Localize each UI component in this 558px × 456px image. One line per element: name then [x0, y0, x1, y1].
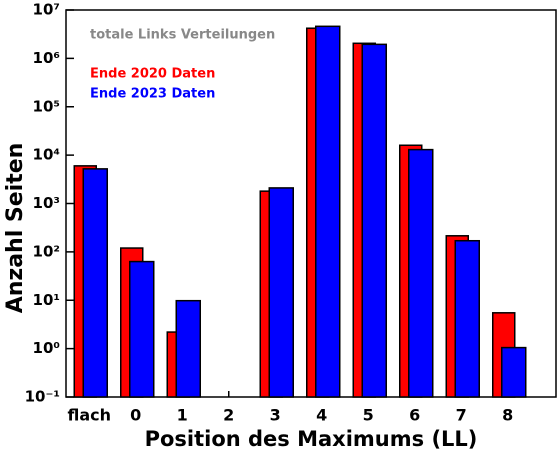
y-tick-label: 10⁷	[33, 1, 60, 19]
x-tick-label: 8	[502, 406, 513, 425]
bar	[361, 43, 387, 398]
y-tick-label: 10⁻¹	[25, 388, 60, 406]
y-axis-title: Anzahl Seiten	[3, 143, 28, 314]
legend-entry: Ende 2020 Daten	[90, 67, 215, 82]
x-tick-label: 4	[316, 406, 327, 425]
bar	[501, 346, 527, 398]
legend-entry: Ende 2023 Daten	[90, 87, 215, 102]
y-tick-label: 10⁰	[33, 339, 60, 357]
y-tick-label: 10⁶	[33, 49, 60, 67]
x-tick-label: 2	[223, 406, 234, 425]
y-tick-label: 10⁴	[33, 146, 60, 164]
annotation: totale Links Verteilungen	[90, 28, 275, 43]
x-tick-label: 6	[409, 406, 420, 425]
bar	[408, 148, 434, 398]
y-tick-label: 10²	[33, 242, 60, 260]
y-tick-label: 10⁵	[33, 97, 60, 115]
bar	[268, 187, 294, 398]
bar	[82, 168, 108, 398]
y-tick-label: 10³	[33, 194, 60, 212]
x-tick-label: 1	[177, 406, 188, 425]
x-tick-label: flach	[67, 406, 111, 425]
bar	[175, 299, 201, 398]
x-tick-label: 5	[363, 406, 374, 425]
y-tick-label: 10¹	[33, 291, 60, 309]
bar	[129, 260, 155, 398]
x-tick-label: 0	[130, 406, 141, 425]
x-tick-label: 7	[456, 406, 467, 425]
x-tick-label: 3	[270, 406, 281, 425]
x-axis-title: Position des Maximums (LL)	[145, 427, 478, 451]
bar	[454, 239, 480, 398]
bar	[315, 25, 341, 398]
